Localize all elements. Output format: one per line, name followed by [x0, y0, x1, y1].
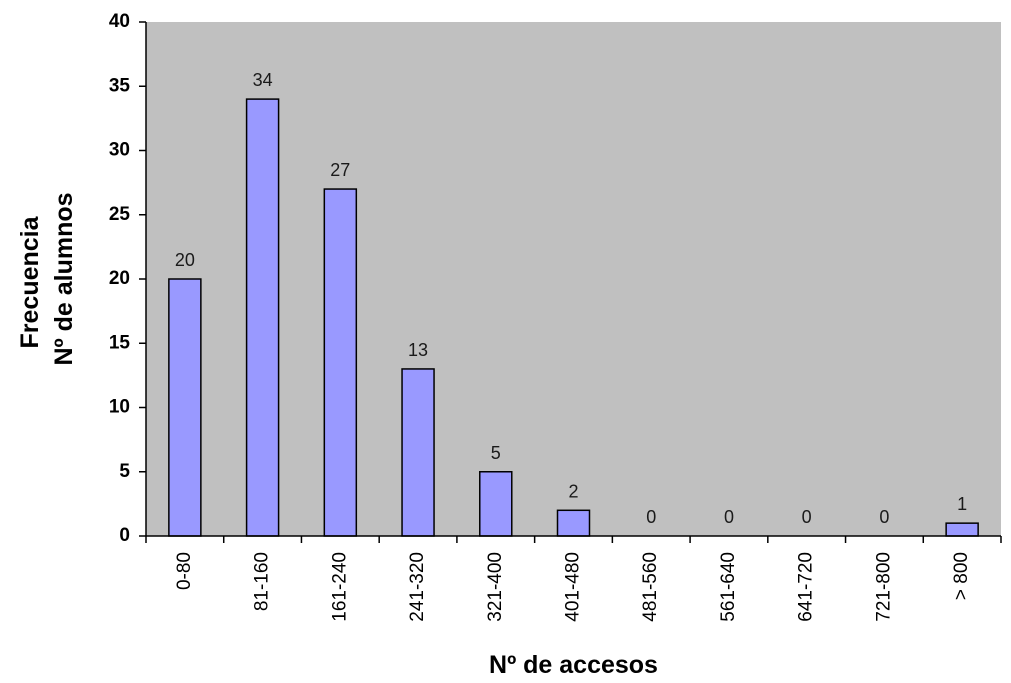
data-label: 1	[957, 494, 967, 514]
y-tick-label: 10	[109, 397, 130, 418]
plot-area	[146, 22, 1001, 536]
data-label: 0	[724, 507, 734, 527]
bar-81-160	[245, 98, 280, 537]
data-label: 0	[646, 507, 656, 527]
y-axis-title-line-1: Frecuencia	[16, 215, 44, 348]
x-tick-label: 0-80	[174, 552, 195, 590]
bar-241-320	[401, 368, 435, 537]
x-tick-label: 641-720	[796, 552, 817, 622]
bar-> 800	[945, 522, 979, 537]
x-tick-label: 241-320	[407, 552, 428, 622]
bar-401-480	[556, 509, 591, 537]
data-label: 27	[330, 160, 350, 180]
data-label: 34	[253, 70, 273, 90]
x-tick-label: 721-800	[873, 552, 894, 622]
y-tick-label: 25	[109, 204, 131, 225]
bars	[168, 98, 979, 537]
x-axis-title: Nº de accesos	[489, 651, 658, 679]
y-tick-label: 30	[109, 140, 130, 161]
x-tick-label: 161-240	[329, 552, 350, 622]
bar-0-80	[168, 278, 202, 537]
y-tick-label: 15	[109, 332, 131, 353]
x-tick-label: 481-560	[640, 552, 661, 622]
y-tick-label: 20	[109, 268, 130, 289]
data-label: 0	[802, 507, 812, 527]
x-tick-label: 561-640	[718, 552, 739, 622]
y-axis-title: Frecuencia Nº de alumnos	[16, 192, 78, 365]
y-tick-label: 5	[119, 461, 130, 482]
data-label: 13	[408, 340, 428, 360]
y-axis-title-line-2: Nº de alumnos	[50, 192, 78, 365]
y-ticks: 0 5 10 15 20 25 30 35 40	[109, 11, 146, 546]
data-label: 20	[175, 250, 195, 270]
x-tick-label: 81-160	[252, 552, 273, 611]
data-label: 0	[879, 507, 889, 527]
x-tick-label: 401-480	[563, 552, 584, 622]
data-label: 2	[568, 481, 578, 501]
bar-321-400	[479, 471, 513, 537]
data-label: 5	[491, 443, 501, 463]
y-tick-label: 40	[109, 11, 130, 32]
x-tick-label: 321-400	[485, 552, 506, 622]
bar-161-240	[323, 188, 358, 537]
y-tick-label: 0	[119, 525, 130, 546]
y-tick-label: 35	[109, 75, 131, 96]
x-ticks: 0-80 81-160 161-240 241-320 321-400 401-480 48…	[145, 536, 1002, 622]
x-tick-label: > 800	[951, 552, 972, 600]
